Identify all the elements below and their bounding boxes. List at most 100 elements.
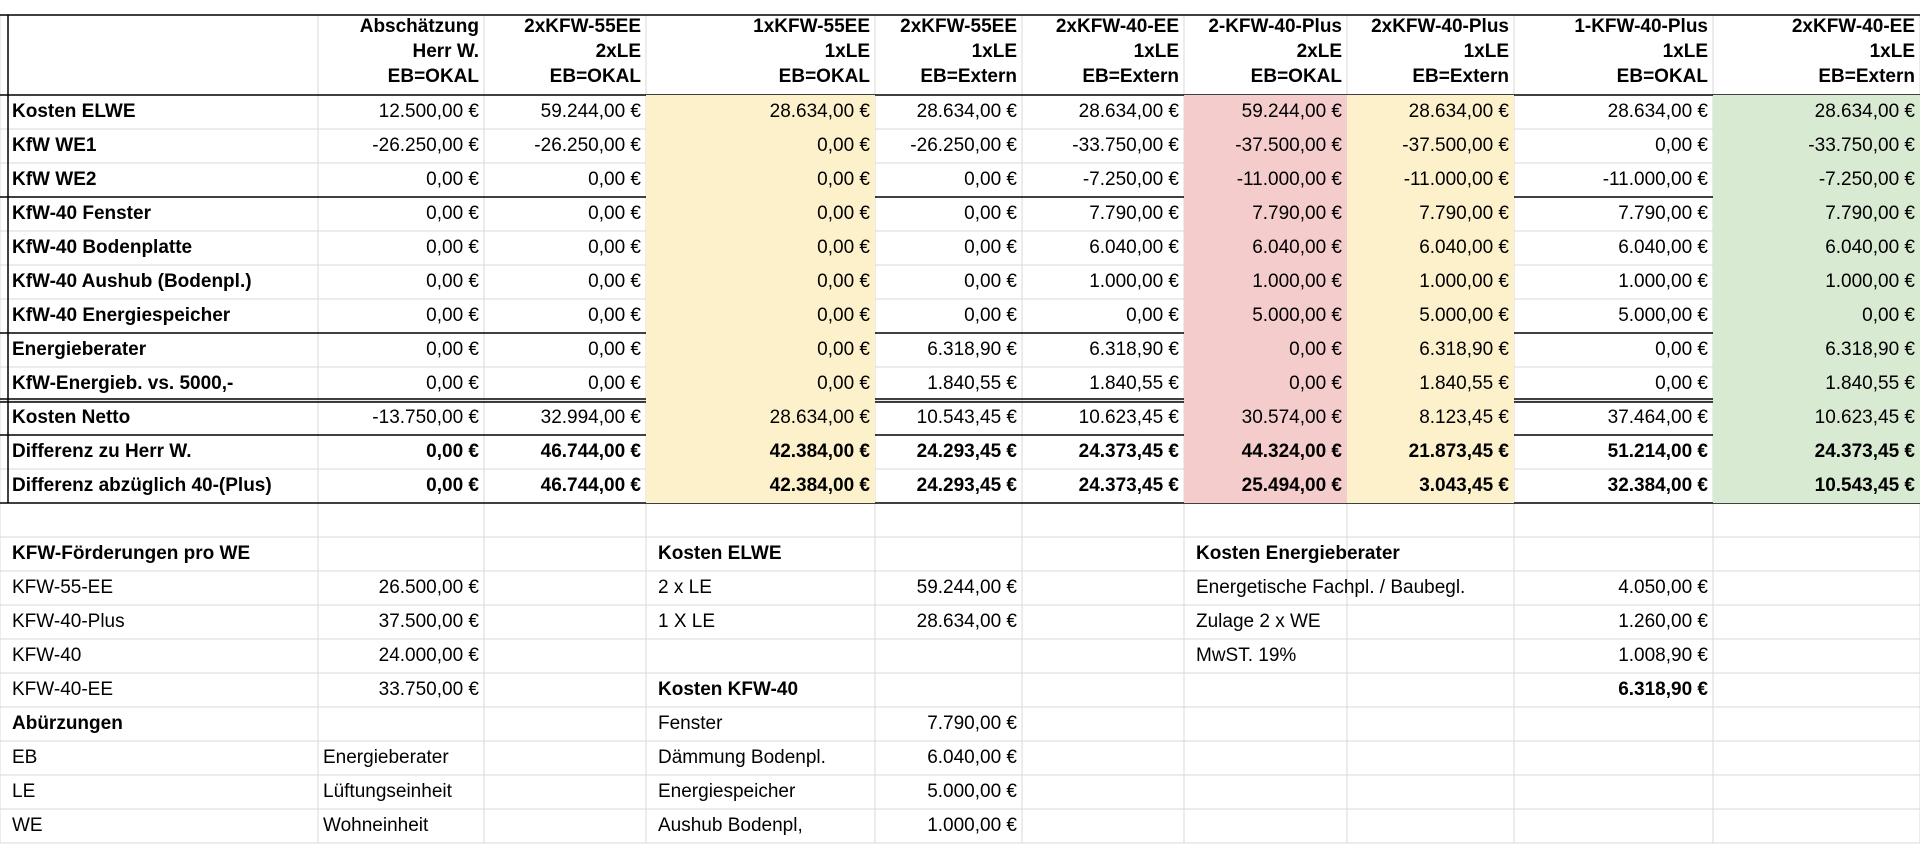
header-cell[interactable]: 2xKFW-40-EE bbox=[1055, 16, 1179, 37]
table-cell[interactable]: 0,00 € bbox=[646, 299, 875, 333]
list-value[interactable]: 1.260,00 € bbox=[1618, 611, 1708, 632]
header-cell[interactable]: 2xKFW-40-EE bbox=[1791, 16, 1915, 37]
list-value[interactable]: 59.244,00 € bbox=[916, 577, 1017, 598]
table-cell[interactable]: 5.000,00 € bbox=[1618, 305, 1708, 326]
list-item[interactable]: 2 x LE bbox=[658, 577, 712, 598]
header-cell[interactable]: 1xKFW-55EE bbox=[753, 16, 870, 37]
table-cell[interactable]: 8.123,45 € bbox=[1347, 401, 1514, 435]
table-cell[interactable]: 6.318,90 € bbox=[1347, 333, 1514, 367]
section-title[interactable]: KFW-Förderungen pro WE bbox=[12, 543, 251, 564]
table-cell[interactable]: 0,00 € bbox=[964, 169, 1017, 190]
row-label[interactable]: KfW-40 Energiespeicher bbox=[12, 305, 231, 326]
table-cell[interactable]: -11.000,00 € bbox=[1184, 163, 1347, 197]
list-item[interactable]: 1 X LE bbox=[658, 611, 716, 632]
section-title[interactable]: Kosten Energieberater bbox=[1196, 543, 1400, 564]
list-item[interactable]: KFW-40 bbox=[12, 645, 82, 666]
table-cell[interactable]: 6.040,00 € bbox=[1713, 231, 1920, 265]
list-value[interactable]: 5.000,00 € bbox=[927, 781, 1017, 802]
table-cell[interactable]: 0,00 € bbox=[588, 237, 641, 258]
table-cell[interactable]: 25.494,00 € bbox=[1184, 469, 1347, 503]
section-title[interactable]: Abürzungen bbox=[12, 713, 123, 734]
list-item[interactable]: WE bbox=[12, 815, 43, 836]
table-cell[interactable]: -11.000,00 € bbox=[1347, 163, 1514, 197]
header-cell[interactable]: EB=OKAL bbox=[549, 66, 641, 87]
header-cell[interactable]: 1xLE bbox=[971, 41, 1017, 62]
table-cell[interactable]: 1.000,00 € bbox=[1347, 265, 1514, 299]
list-item[interactable]: Aushub Bodenpl, bbox=[658, 815, 803, 836]
table-cell[interactable]: 28.634,00 € bbox=[916, 101, 1017, 122]
section-title[interactable]: Kosten ELWE bbox=[658, 543, 782, 564]
list-value[interactable]: 6.040,00 € bbox=[927, 747, 1017, 768]
table-cell[interactable]: 28.634,00 € bbox=[1347, 95, 1514, 129]
table-cell[interactable]: 0,00 € bbox=[646, 129, 875, 163]
table-cell[interactable]: 6.318,90 € bbox=[1713, 333, 1920, 367]
table-cell[interactable]: 46.744,00 € bbox=[540, 441, 641, 462]
table-cell[interactable]: 0,00 € bbox=[588, 271, 641, 292]
table-cell[interactable]: -7.250,00 € bbox=[1082, 169, 1179, 190]
header-cell[interactable]: 1xLE bbox=[1662, 41, 1708, 62]
list-item[interactable]: Fenster bbox=[658, 713, 723, 734]
table-cell[interactable]: 6.040,00 € bbox=[1089, 237, 1179, 258]
list-value[interactable]: 1.000,00 € bbox=[927, 815, 1017, 836]
header-cell[interactable]: 2xKFW-55EE bbox=[524, 16, 641, 37]
table-cell[interactable]: 0,00 € bbox=[964, 305, 1017, 326]
list-value[interactable]: 24.000,00 € bbox=[378, 645, 479, 666]
row-label[interactable]: Differenz abzüglich 40-(Plus) bbox=[12, 475, 272, 496]
list-item[interactable]: KFW-55-EE bbox=[12, 577, 114, 598]
table-cell[interactable]: 32.384,00 € bbox=[1607, 475, 1708, 496]
list-item[interactable]: LE bbox=[12, 781, 36, 802]
header-cell[interactable]: 1xLE bbox=[1869, 41, 1915, 62]
table-cell[interactable]: 0,00 € bbox=[1184, 333, 1347, 367]
header-cell[interactable]: 2xKFW-55EE bbox=[900, 16, 1017, 37]
list-item[interactable]: Dämmung Bodenpl. bbox=[658, 747, 826, 768]
table-cell[interactable]: 24.293,45 € bbox=[916, 475, 1017, 496]
table-cell[interactable]: 37.464,00 € bbox=[1607, 407, 1708, 428]
table-cell[interactable]: 0,00 € bbox=[426, 441, 479, 462]
table-cell[interactable]: 0,00 € bbox=[1713, 299, 1920, 333]
table-cell[interactable]: 1.840,55 € bbox=[1713, 367, 1920, 401]
table-cell[interactable]: 10.543,45 € bbox=[916, 407, 1017, 428]
table-cell[interactable]: 7.790,00 € bbox=[1184, 197, 1347, 231]
table-cell[interactable]: 0,00 € bbox=[1655, 339, 1708, 360]
table-cell[interactable]: 0,00 € bbox=[964, 271, 1017, 292]
table-cell[interactable]: 0,00 € bbox=[646, 367, 875, 401]
table-cell[interactable]: 0,00 € bbox=[588, 203, 641, 224]
header-cell[interactable] bbox=[0, 42, 318, 67]
table-cell[interactable]: 10.543,45 € bbox=[1713, 469, 1920, 503]
row-label[interactable]: KfW-40 Aushub (Bodenpl.) bbox=[12, 271, 252, 292]
header-cell[interactable] bbox=[0, 67, 318, 92]
row-label[interactable]: KfW-40 Bodenplatte bbox=[12, 237, 193, 258]
table-cell[interactable]: 0,00 € bbox=[964, 203, 1017, 224]
table-cell[interactable]: 6.318,90 € bbox=[927, 339, 1017, 360]
table-cell[interactable]: 5.000,00 € bbox=[1347, 299, 1514, 333]
list-value[interactable]: 26.500,00 € bbox=[378, 577, 479, 598]
table-cell[interactable]: 0,00 € bbox=[426, 475, 479, 496]
list-value[interactable]: Energieberater bbox=[323, 747, 449, 768]
table-cell[interactable]: 46.744,00 € bbox=[540, 475, 641, 496]
table-cell[interactable]: 24.373,45 € bbox=[1078, 475, 1179, 496]
table-cell[interactable]: 12.500,00 € bbox=[378, 101, 479, 122]
row-label[interactable]: Differenz zu Herr W. bbox=[12, 441, 192, 462]
row-label[interactable]: Energieberater bbox=[12, 339, 147, 360]
table-cell[interactable]: 0,00 € bbox=[426, 237, 479, 258]
row-label[interactable]: KfW-Energieb. vs. 5000,- bbox=[12, 373, 234, 394]
header-cell[interactable]: 2xKFW-40-Plus bbox=[1371, 16, 1509, 37]
table-cell[interactable]: 0,00 € bbox=[1126, 305, 1179, 326]
header-cell[interactable] bbox=[0, 17, 318, 42]
table-cell[interactable]: 0,00 € bbox=[1655, 373, 1708, 394]
list-value[interactable]: Lüftungseinheit bbox=[323, 781, 452, 802]
header-cell[interactable]: 2-KFW-40-Plus bbox=[1208, 16, 1342, 37]
row-label[interactable]: KfW WE2 bbox=[12, 169, 97, 190]
table-cell[interactable]: 7.790,00 € bbox=[1713, 197, 1920, 231]
table-cell[interactable]: -11.000,00 € bbox=[1602, 169, 1708, 190]
table-cell[interactable]: 1.840,55 € bbox=[1347, 367, 1514, 401]
table-cell[interactable]: 0,00 € bbox=[426, 373, 479, 394]
table-cell[interactable]: 5.000,00 € bbox=[1184, 299, 1347, 333]
table-cell[interactable]: 0,00 € bbox=[588, 339, 641, 360]
table-cell[interactable]: 42.384,00 € bbox=[646, 469, 875, 503]
table-cell[interactable]: 0,00 € bbox=[426, 271, 479, 292]
table-cell[interactable]: -26.250,00 € bbox=[372, 135, 479, 156]
table-cell[interactable]: 0,00 € bbox=[426, 203, 479, 224]
table-cell[interactable]: 10.623,45 € bbox=[1713, 401, 1920, 435]
table-cell[interactable]: 3.043,45 € bbox=[1347, 469, 1514, 503]
